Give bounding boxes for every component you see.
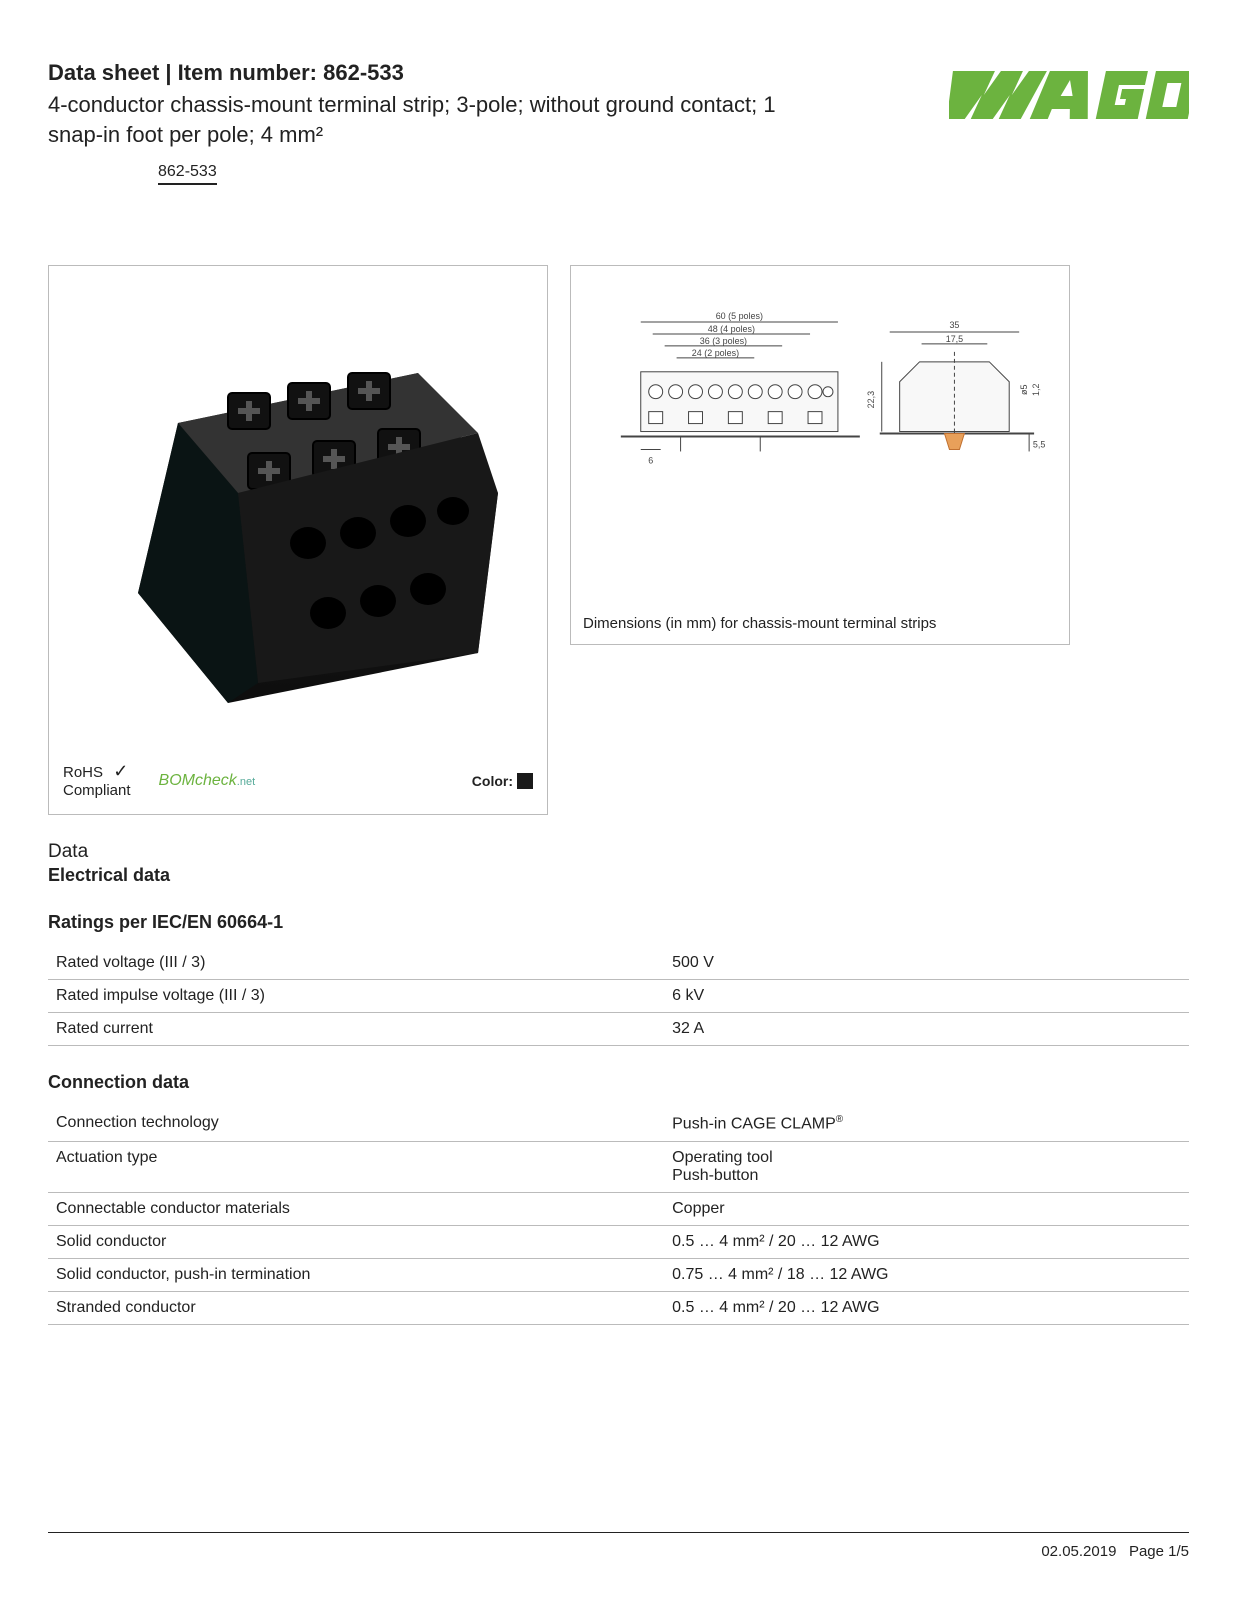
dim-5poles: 60 (5 poles) [716,311,763,321]
spec-label: Actuation type [48,1141,664,1192]
table-row: Rated impulse voltage (III / 3) 6 kV [48,980,1189,1013]
dim-12: 1,2 [1031,384,1041,396]
table-row: Actuation type Operating tool Push-butto… [48,1141,1189,1192]
title-prefix: Data sheet | Item number: [48,60,317,85]
table-row: Rated current 32 A [48,1013,1189,1046]
product-panel-footer: RoHS ✓ Compliant BOMcheck.net Color: [63,745,533,801]
dim-175: 17,5 [946,334,963,344]
spec-value-text: Push-in CAGE CLAMP [672,1116,836,1133]
dim-4poles: 48 (4 poles) [708,324,755,334]
spec-value: Operating tool Push-button [664,1141,1189,1192]
spec-value: 32 A [664,1013,1189,1046]
subtitle: 4-conductor chassis-mount terminal strip… [48,90,808,149]
header-left: Data sheet | Item number: 862-533 4-cond… [48,60,949,185]
table-row: Connectable conductor materials Copper [48,1192,1189,1225]
footer-date: 02.05.2019 [1041,1543,1116,1560]
dim-55: 5,5 [1033,440,1045,450]
table-row: Connection technology Push-in CAGE CLAMP… [48,1107,1189,1141]
dim-offset6: 6 [648,456,653,466]
spec-label: Connectable conductor materials [48,1192,664,1225]
color-label: Color: [472,773,513,789]
data-heading: Data [48,841,1189,863]
spec-value: 500 V [664,947,1189,980]
wago-logo [949,60,1189,129]
title-line: Data sheet | Item number: 862-533 [48,60,949,86]
dimension-caption: Dimensions (in mm) for chassis-mount ter… [581,607,1059,634]
spec-value: 6 kV [664,980,1189,1013]
spec-value: 0.75 … 4 mm² / 18 … 12 AWG [664,1258,1189,1291]
bomcheck-logo: BOMcheck.net [159,772,256,790]
spec-value: 0.5 … 4 mm² / 20 … 12 AWG [664,1291,1189,1324]
spec-label: Stranded conductor [48,1291,664,1324]
footer-page: Page 1/5 [1129,1543,1189,1560]
dim-2poles: 24 (2 poles) [692,348,739,358]
rohs-line2: Compliant [63,782,131,799]
spec-value: 0.5 … 4 mm² / 20 … 12 AWG [664,1225,1189,1258]
table-row: Stranded conductor 0.5 … 4 mm² / 20 … 12… [48,1291,1189,1324]
spec-value: Copper [664,1192,1189,1225]
page-footer: 02.05.2019 Page 1/5 [48,1532,1189,1560]
dimension-panel: 60 (5 poles) 48 (4 poles) 36 (3 poles) 2… [570,265,1070,645]
product-panel: RoHS ✓ Compliant BOMcheck.net Color: [48,265,548,815]
table-row: Solid conductor 0.5 … 4 mm² / 20 … 12 AW… [48,1225,1189,1258]
spec-label: Solid conductor, push-in termination [48,1258,664,1291]
dim-223: 22,3 [866,391,876,408]
connection-table: Connection technology Push-in CAGE CLAMP… [48,1107,1189,1324]
check-icon: ✓ [113,761,128,781]
dim-3poles: 36 (3 poles) [700,336,747,346]
spec-label: Rated voltage (III / 3) [48,947,664,980]
panels-row: RoHS ✓ Compliant BOMcheck.net Color: [48,265,1189,815]
title-item-number: 862-533 [323,60,404,85]
product-image [63,280,533,744]
connection-title: Connection data [48,1072,1189,1093]
dim-phi5: ø5 [1019,385,1029,395]
bomcheck-text: BOMcheck [159,772,237,789]
electrical-heading: Electrical data [48,865,1189,886]
dim-35: 35 [949,320,959,330]
spec-label: Rated current [48,1013,664,1046]
ratings-table: Rated voltage (III / 3) 500 V Rated impu… [48,947,1189,1046]
registered-mark: ® [836,1114,843,1125]
spec-label: Connection technology [48,1107,664,1141]
table-row: Rated voltage (III / 3) 500 V [48,947,1189,980]
rohs-line1: RoHS [63,764,103,781]
table-row: Solid conductor, push-in termination 0.7… [48,1258,1189,1291]
rohs-badge: RoHS ✓ Compliant [63,761,131,801]
color-swatch [517,773,533,789]
item-code: 862-533 [158,163,217,185]
ratings-title: Ratings per IEC/EN 60664-1 [48,912,1189,933]
dimension-drawing: 60 (5 poles) 48 (4 poles) 36 (3 poles) 2… [581,276,1059,607]
bomcheck-suffix: .net [237,776,255,788]
header: Data sheet | Item number: 862-533 4-cond… [48,60,1189,185]
spec-label: Rated impulse voltage (III / 3) [48,980,664,1013]
spec-value: Push-in CAGE CLAMP® [664,1107,1189,1141]
spec-label: Solid conductor [48,1225,664,1258]
